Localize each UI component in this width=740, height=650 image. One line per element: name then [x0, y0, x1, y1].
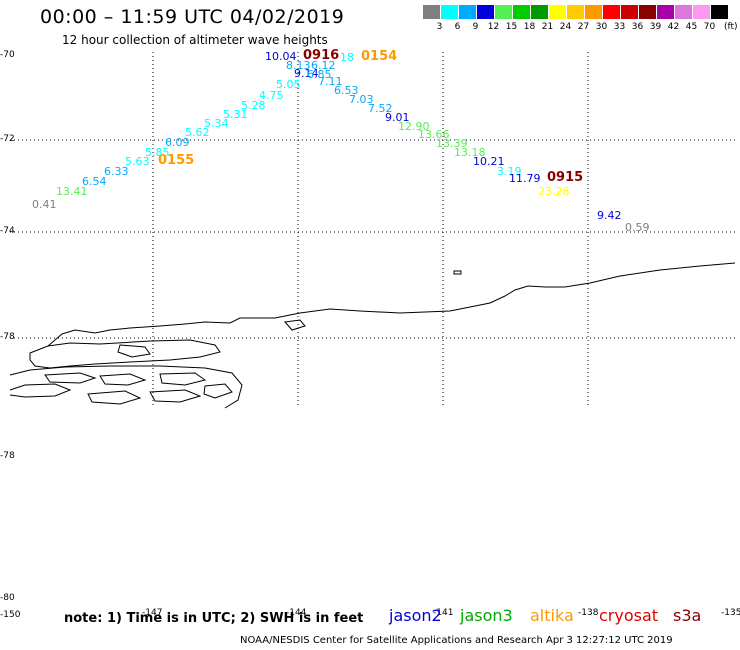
color-scale-swatch: [657, 5, 674, 19]
wave-height-label: 8.13: [286, 59, 311, 72]
color-scale-swatch: [531, 5, 548, 19]
wave-height-label: 13.18: [454, 146, 486, 159]
latitude-label: -78: [0, 451, 15, 461]
satellite-jason2: jason2: [389, 606, 442, 625]
wave-height-label: 5.28: [241, 99, 266, 112]
color-scale-label: 27: [577, 22, 590, 32]
wave-height-label: 5.05: [276, 78, 301, 91]
latitude-label: -74: [0, 226, 15, 236]
wave-height-label: 3.19: [497, 165, 522, 178]
latitude-label: -72: [0, 134, 15, 144]
wave-height-label: 18: [340, 51, 354, 64]
pass-time-mark: 0916: [303, 48, 340, 63]
color-scale-label: 3: [436, 22, 443, 32]
wave-height-label: 5.34: [204, 117, 229, 130]
wave-height-label: 9.42: [597, 209, 622, 222]
color-scale-label: 21: [541, 22, 554, 32]
latitude-label: -80: [0, 593, 15, 603]
color-scale-swatch: [549, 5, 566, 19]
color-scale-label: 45: [685, 22, 698, 32]
color-scale-swatch: [621, 5, 638, 19]
color-scale-label: 33: [613, 22, 626, 32]
longitude-label: -138: [578, 608, 599, 618]
wave-height-label: 5.31: [223, 108, 248, 121]
wave-height-label: 9.14: [294, 67, 319, 80]
wave-height-label: 6.09: [165, 136, 190, 149]
color-scale-swatch: [459, 5, 476, 19]
color-scale-swatch: [693, 5, 710, 19]
color-scale-label: 39: [649, 22, 662, 32]
wave-height-label: 13.39: [436, 137, 468, 150]
wave-height-label: 6.85: [307, 68, 332, 81]
satellite-cryosat: cryosat: [599, 606, 659, 625]
wave-height-label: 5.62: [185, 126, 210, 139]
color-scale-label: 42: [667, 22, 680, 32]
latitude-label: -78: [0, 332, 15, 342]
color-scale-label: 6: [454, 22, 461, 32]
wave-height-label: 13.41: [56, 185, 88, 198]
color-scale-swatch: [675, 5, 692, 19]
map-title: 00:00 – 11:59 UTC 04/02/2019: [40, 6, 345, 28]
wave-height-label: 7.11: [318, 75, 343, 88]
color-scale-unit: (ft): [724, 22, 738, 32]
wave-height-label: 10.04: [265, 50, 297, 63]
wave-height-label: 4.75: [259, 89, 284, 102]
color-scale-label: 36: [631, 22, 644, 32]
wave-height-label: 0.59: [625, 221, 650, 234]
satellite-s3a: s3a: [673, 606, 702, 625]
color-scale-label: 15: [505, 22, 518, 32]
wave-height-label: 6.12: [311, 59, 336, 72]
wave-height-label: 7.03: [349, 93, 374, 106]
coastline: [9, 262, 736, 409]
color-scale-label: 70: [703, 22, 716, 32]
color-scale-label: 18: [523, 22, 536, 32]
satellite-altika: altika: [530, 606, 574, 625]
pass-time-mark: 0155: [158, 153, 195, 168]
wave-height-label: 6.53: [334, 84, 359, 97]
color-scale-swatch: [477, 5, 494, 19]
color-scale-swatch: [639, 5, 656, 19]
color-scale-swatch: [495, 5, 512, 19]
wave-height-label: 13.66: [418, 128, 450, 141]
wave-height-label: 23.28: [538, 185, 570, 198]
wave-height-label: 12.90: [398, 120, 430, 133]
longitude-label: -150: [0, 610, 21, 620]
footnote: note: 1) Time is in UTC; 2) SWH is in fe…: [64, 611, 364, 626]
pass-time-mark: 0154: [361, 49, 398, 64]
color-scale-label: 24: [559, 22, 572, 32]
satellite-jason3: jason3: [460, 606, 513, 625]
credit-line: NOAA/NESDIS Center for Satellite Applica…: [240, 635, 673, 646]
wave-height-label: 6.54: [82, 175, 107, 188]
graticule: [10, 52, 735, 408]
color-scale-label: 9: [472, 22, 479, 32]
pass-time-mark: 0915: [547, 170, 584, 185]
color-scale-swatch: [567, 5, 584, 19]
wave-height-label: 5.63: [125, 155, 150, 168]
color-scale-swatch: [441, 5, 458, 19]
wave-height-label: 11.79: [509, 172, 541, 185]
longitude-label: -135: [721, 608, 740, 618]
wave-height-label: 5.85: [145, 146, 170, 159]
color-scale-label: 30: [595, 22, 608, 32]
wave-height-label: 9.01: [385, 111, 410, 124]
latitude-label: -70: [0, 50, 15, 60]
wave-height-label: 0.41: [32, 198, 57, 211]
longitude-label: -147: [142, 608, 163, 618]
color-scale-swatch: [585, 5, 602, 19]
color-scale-swatch: [513, 5, 530, 19]
wave-height-label: 10.21: [473, 155, 505, 168]
wave-height-label: 6.33: [104, 165, 129, 178]
color-scale-swatch: [603, 5, 620, 19]
map-subtitle: 12 hour collection of altimeter wave hei…: [62, 33, 328, 47]
longitude-label: -141: [433, 608, 454, 618]
color-scale-swatch: [423, 5, 440, 19]
longitude-label: -144: [286, 608, 307, 618]
color-scale-label: 12: [487, 22, 500, 32]
wave-height-label: 7.52: [368, 102, 393, 115]
color-scale-swatch: [711, 5, 728, 19]
